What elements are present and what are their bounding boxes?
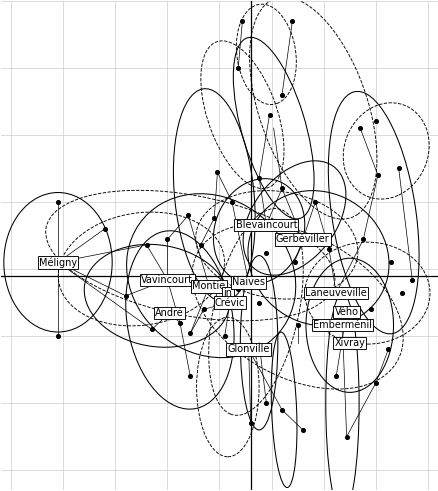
Point [197,241,204,249]
Point [166,309,173,317]
Point [374,171,381,179]
Point [397,289,404,297]
Point [224,289,231,297]
Point [265,111,272,119]
Point [54,332,61,340]
Point [356,124,363,132]
Text: Emberménil: Emberménil [312,320,371,330]
Point [210,214,217,222]
Point [187,329,194,337]
Point [49,258,56,266]
Point [54,258,61,266]
Point [288,17,295,25]
Point [359,236,366,244]
Text: Xivray: Xivray [334,338,364,348]
Text: Montie: Montie [192,281,225,292]
Point [148,326,155,333]
Point [262,399,269,407]
Point [343,433,350,440]
Text: Glonville: Glonville [227,345,269,355]
Point [325,245,332,253]
Point [143,241,150,249]
Point [247,419,254,427]
Point [228,198,235,206]
Point [384,346,391,354]
Point [299,426,306,434]
Point [255,299,262,306]
Point [278,185,285,192]
Point [244,346,251,354]
Point [57,258,64,266]
Point [187,372,194,380]
Point [163,236,170,244]
Text: in: in [223,288,232,298]
Text: Blevaincourt: Blevaincourt [235,219,297,230]
Point [244,278,251,286]
Point [387,258,394,266]
Text: Gerbéviller: Gerbéviller [276,235,329,245]
Point [163,276,170,284]
Point [234,64,241,72]
Point [200,305,207,313]
Point [226,299,233,306]
Point [176,319,183,327]
Point [311,198,318,206]
Point [184,212,191,219]
Point [213,168,220,176]
Text: Méligny: Méligny [39,257,77,268]
Text: Crévic: Crévic [214,298,244,307]
Point [238,17,245,25]
Point [278,406,285,414]
Point [332,372,339,380]
Point [346,339,353,347]
Text: Vavincourt: Vavincourt [141,274,193,285]
Point [290,258,297,266]
Point [408,276,415,284]
Point [234,285,241,293]
Point [338,322,345,329]
Point [394,164,401,172]
Point [366,305,373,313]
Point [278,91,285,99]
Point [332,289,339,297]
Point [221,332,228,340]
Point [122,292,129,300]
Text: Laneuveville: Laneuveville [304,288,366,298]
Text: Naives: Naives [232,277,265,287]
Point [293,322,300,329]
Point [299,236,306,244]
Point [255,174,262,182]
Text: André: André [155,308,184,318]
Point [205,282,212,290]
Point [371,379,378,387]
Point [54,198,61,206]
Text: Vého: Vého [334,307,358,317]
Point [101,225,108,233]
Point [371,117,378,125]
Point [262,221,269,229]
Point [262,249,269,257]
Point [343,308,350,316]
